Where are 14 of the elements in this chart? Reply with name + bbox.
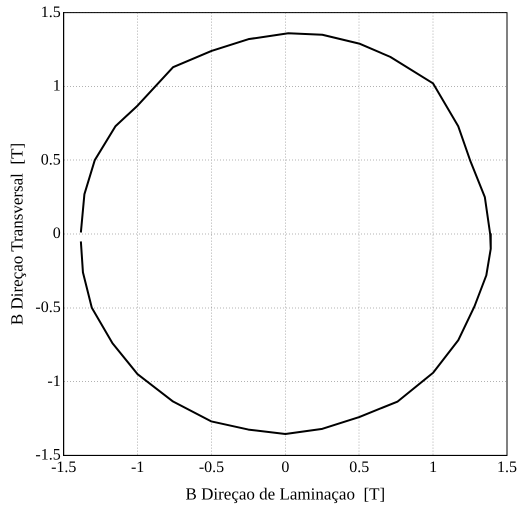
y-axis-title: B Direçao Transversal [T] (8, 142, 27, 326)
x-tick-label: 0 (281, 459, 290, 476)
x-tick-label: -1 (130, 459, 144, 476)
x-tick-label: 1.5 (497, 459, 517, 476)
x-tick-label: 0.5 (349, 459, 370, 476)
x-tick-label: 1 (429, 459, 438, 476)
x-axis-title: B Direçao de Laminaçao [T] (186, 484, 386, 504)
x-tick-label: -0.5 (198, 459, 224, 476)
y-tick-label: 0.5 (40, 151, 61, 168)
y-tick-label: -1 (47, 372, 61, 390)
y-tick-label: 1 (52, 78, 61, 95)
y-tick-label: 1.5 (40, 4, 61, 21)
y-tick-label: 0 (52, 225, 61, 242)
y-tick-label: -0.5 (35, 299, 61, 316)
